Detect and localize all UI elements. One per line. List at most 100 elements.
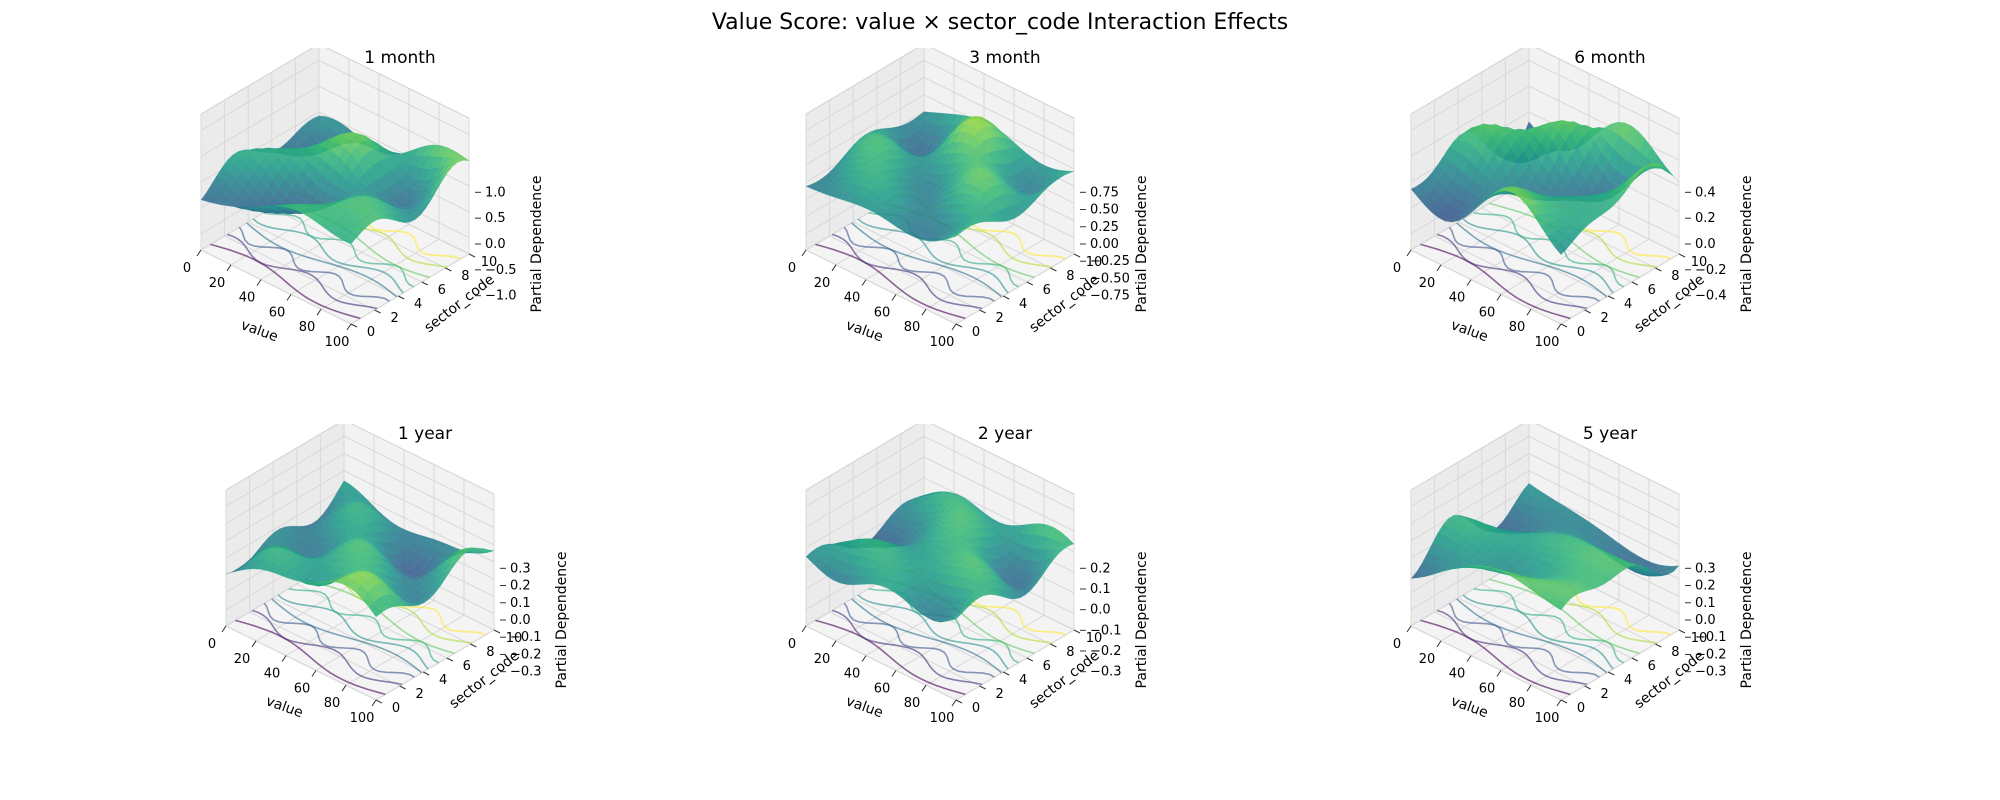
- contour-line: [1462, 594, 1614, 670]
- x-tick-label: 20: [1419, 652, 1436, 667]
- contour-line: [815, 243, 966, 320]
- y-tick-mark: [1002, 295, 1010, 300]
- contour-line: [277, 594, 429, 670]
- x-tick-mark: [831, 640, 837, 648]
- z-tick-label: 0.0: [1090, 603, 1111, 618]
- y-tick-label: 2: [995, 311, 1003, 326]
- subplot-title: 2 year: [977, 424, 1033, 444]
- x-tick-label: 100: [350, 711, 375, 726]
- surface-facet: [1575, 222, 1589, 231]
- y-tick-mark: [1607, 671, 1615, 676]
- y-tick-mark: [1560, 699, 1568, 704]
- surface-facet: [1650, 572, 1663, 577]
- surface-facet: [1024, 583, 1037, 592]
- contour-line: [857, 218, 1009, 294]
- surface-facet: [1029, 193, 1043, 200]
- surface-mesh: [805, 111, 1075, 242]
- y-tick-label: 6: [438, 283, 446, 298]
- y-tick-mark: [446, 657, 454, 662]
- subplot-title: 1 month: [364, 48, 436, 68]
- y-tick-mark: [1026, 657, 1034, 662]
- y-tick-mark: [1678, 629, 1686, 634]
- y-tick-mark: [374, 309, 381, 314]
- surface-facet: [980, 215, 995, 223]
- x-tick-mark: [951, 323, 957, 331]
- grid-line: [1434, 611, 1585, 687]
- z-tick-label: 0.5: [485, 211, 506, 226]
- z-axis-label: Partial Dependence: [1134, 552, 1150, 689]
- surface-facet: [1002, 588, 1016, 600]
- contour-line: [271, 598, 423, 674]
- contour-line: [1456, 222, 1608, 298]
- contour-line: [1456, 598, 1608, 674]
- x-tick-mark: [1526, 308, 1532, 316]
- surface-facet: [375, 213, 390, 220]
- y-tick-label: 4: [1624, 297, 1632, 312]
- y-tick-label: 8: [1671, 269, 1679, 284]
- contour-line: [857, 594, 1009, 670]
- z-axis-label: Partial Dependence: [1739, 552, 1755, 689]
- surface-facet: [459, 548, 474, 552]
- y-tick-label: 10: [1691, 631, 1708, 646]
- x-tick-mark: [1466, 655, 1472, 662]
- y-tick-mark: [1560, 323, 1568, 328]
- surface-facet: [1012, 591, 1027, 599]
- grid-line: [200, 59, 470, 135]
- grid-line: [1500, 599, 1620, 671]
- surface-facet: [1629, 562, 1642, 567]
- z-tick-label: −0.2: [1695, 647, 1727, 662]
- z-tick-label: 0.2: [1695, 579, 1716, 594]
- contour-line: [252, 218, 404, 294]
- y-tick-label: 8: [1671, 645, 1679, 660]
- figure-title: Value Score: value × sector_code Interac…: [711, 10, 1289, 35]
- x-tick-label: 0: [788, 261, 796, 276]
- subplot-title: 3 month: [969, 48, 1041, 68]
- surface-facet: [1575, 586, 1589, 593]
- surface-facet: [1649, 162, 1664, 167]
- y-tick-label: 0: [1577, 701, 1585, 716]
- x-tick-label: 20: [209, 276, 226, 291]
- x-tick-mark: [196, 249, 202, 257]
- z-tick-label: −0.2: [1695, 263, 1727, 278]
- grid-line: [805, 435, 1075, 511]
- z-tick-label: −0.3: [1090, 665, 1122, 680]
- surface-facet: [401, 599, 415, 607]
- x-tick-mark: [1496, 294, 1502, 301]
- grid-line: [1410, 625, 1562, 701]
- z-tick-label: 0.1: [1695, 596, 1716, 611]
- contour-line: [1462, 218, 1614, 294]
- surface-facet: [386, 213, 400, 223]
- z-tick-label: −0.25: [1090, 254, 1130, 269]
- contour-line: [235, 619, 386, 696]
- x-tick-label: 60: [874, 305, 891, 320]
- y-tick-label: 2: [390, 311, 398, 326]
- y-tick-label: 2: [1600, 687, 1608, 702]
- grid-line: [1434, 235, 1585, 311]
- contour-line: [1420, 243, 1571, 320]
- surface-mesh: [805, 491, 1075, 623]
- y-tick-label: 0: [1577, 325, 1585, 340]
- x-tick-mark: [951, 699, 957, 707]
- contour-line: [851, 598, 1003, 674]
- y-tick-mark: [468, 253, 476, 258]
- x-tick-label: 0: [788, 637, 796, 652]
- surface-facet: [1002, 206, 1016, 221]
- z-axis-label: Partial Dependence: [1739, 176, 1755, 313]
- grid-line: [315, 599, 435, 671]
- x-tick-mark: [221, 625, 227, 633]
- x-tick-label: 60: [1479, 305, 1496, 320]
- grid-line: [805, 456, 1075, 532]
- grid-line: [852, 597, 1004, 673]
- grid-line: [852, 221, 1004, 297]
- y-tick-label: 0: [972, 701, 980, 716]
- y-tick-mark: [955, 699, 963, 704]
- grid-line: [1410, 249, 1562, 325]
- surface-facet: [379, 594, 393, 610]
- contour-line: [1489, 578, 1640, 655]
- grid-line: [247, 221, 399, 297]
- x-tick-mark: [891, 670, 897, 677]
- grid-line: [296, 583, 448, 659]
- surface-facet: [1050, 549, 1064, 559]
